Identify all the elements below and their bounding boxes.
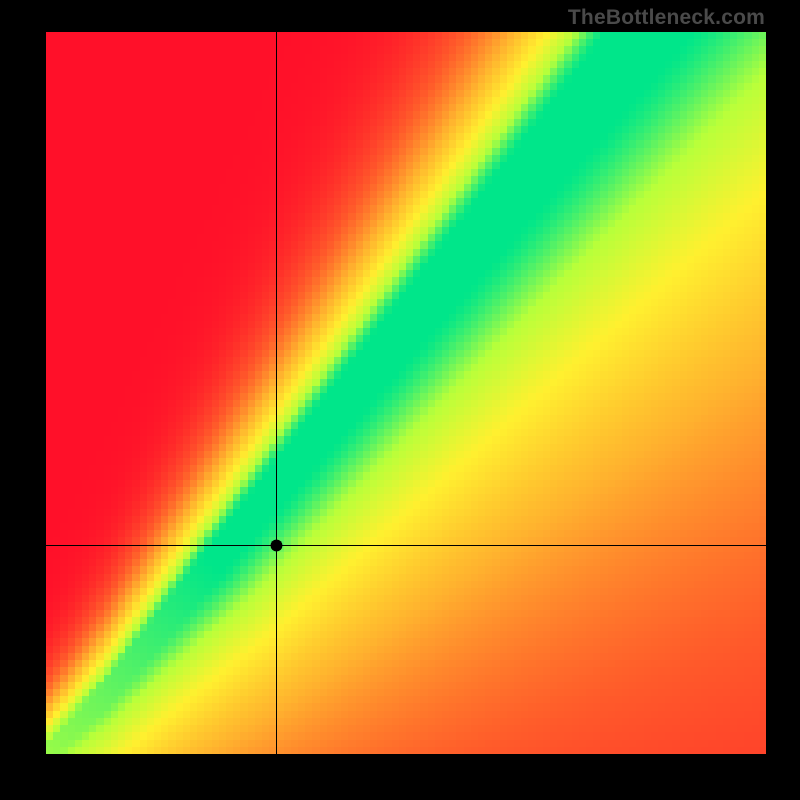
heatmap-plot — [46, 32, 766, 754]
watermark-text: TheBottleneck.com — [568, 6, 765, 30]
stage: TheBottleneck.com — [0, 0, 800, 800]
heatmap-canvas — [46, 32, 766, 754]
